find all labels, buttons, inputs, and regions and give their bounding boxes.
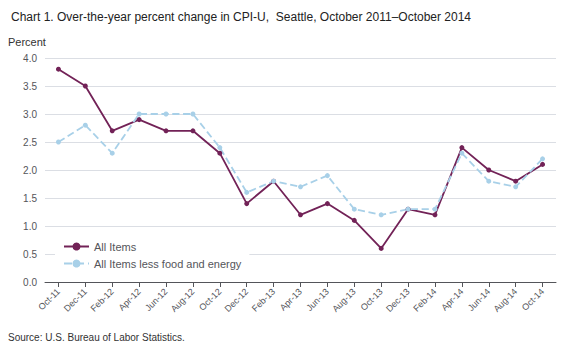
svg-text:Feb-14: Feb-14 — [411, 286, 438, 313]
svg-text:Apr-13: Apr-13 — [278, 286, 304, 312]
svg-text:2.0: 2.0 — [23, 165, 37, 176]
svg-text:Aug-12: Aug-12 — [169, 286, 197, 314]
svg-text:2.5: 2.5 — [23, 137, 37, 148]
svg-text:0.0: 0.0 — [23, 277, 37, 288]
svg-text:1.0: 1.0 — [23, 221, 37, 232]
svg-text:1.5: 1.5 — [23, 193, 37, 204]
svg-text:4.0: 4.0 — [23, 53, 37, 64]
svg-text:3.0: 3.0 — [23, 109, 37, 120]
svg-text:Jun-14: Jun-14 — [466, 286, 493, 313]
svg-text:Feb-12: Feb-12 — [89, 286, 116, 313]
svg-text:Dec-12: Dec-12 — [223, 286, 251, 314]
svg-text:Oct-12: Oct-12 — [197, 286, 223, 312]
svg-text:Jun-12: Jun-12 — [143, 286, 170, 313]
svg-text:Chart 1. Over-the-year percent: Chart 1. Over-the-year percent change in… — [11, 10, 471, 24]
svg-text:Oct-11: Oct-11 — [36, 286, 62, 312]
svg-text:Aug-13: Aug-13 — [330, 286, 358, 314]
svg-text:Feb-13: Feb-13 — [250, 286, 277, 313]
svg-text:Apr-12: Apr-12 — [117, 286, 143, 312]
svg-text:All Items: All Items — [94, 241, 137, 253]
svg-text:Dec-11: Dec-11 — [62, 286, 89, 313]
svg-text:Oct-14: Oct-14 — [520, 286, 546, 312]
svg-text:0.5: 0.5 — [23, 249, 37, 260]
svg-text:Aug-14: Aug-14 — [492, 286, 520, 314]
svg-text:Percent: Percent — [8, 36, 46, 48]
svg-text:All Items less food and energy: All Items less food and energy — [94, 258, 242, 270]
svg-text:3.5: 3.5 — [23, 81, 37, 92]
svg-text:Source: U.S. Bureau of Labor S: Source: U.S. Bureau of Labor Statistics. — [8, 332, 185, 343]
svg-text:Apr-14: Apr-14 — [439, 286, 465, 312]
svg-text:Jun-13: Jun-13 — [304, 286, 331, 313]
svg-text:Dec-13: Dec-13 — [384, 286, 412, 314]
svg-text:Oct-13: Oct-13 — [359, 286, 385, 312]
